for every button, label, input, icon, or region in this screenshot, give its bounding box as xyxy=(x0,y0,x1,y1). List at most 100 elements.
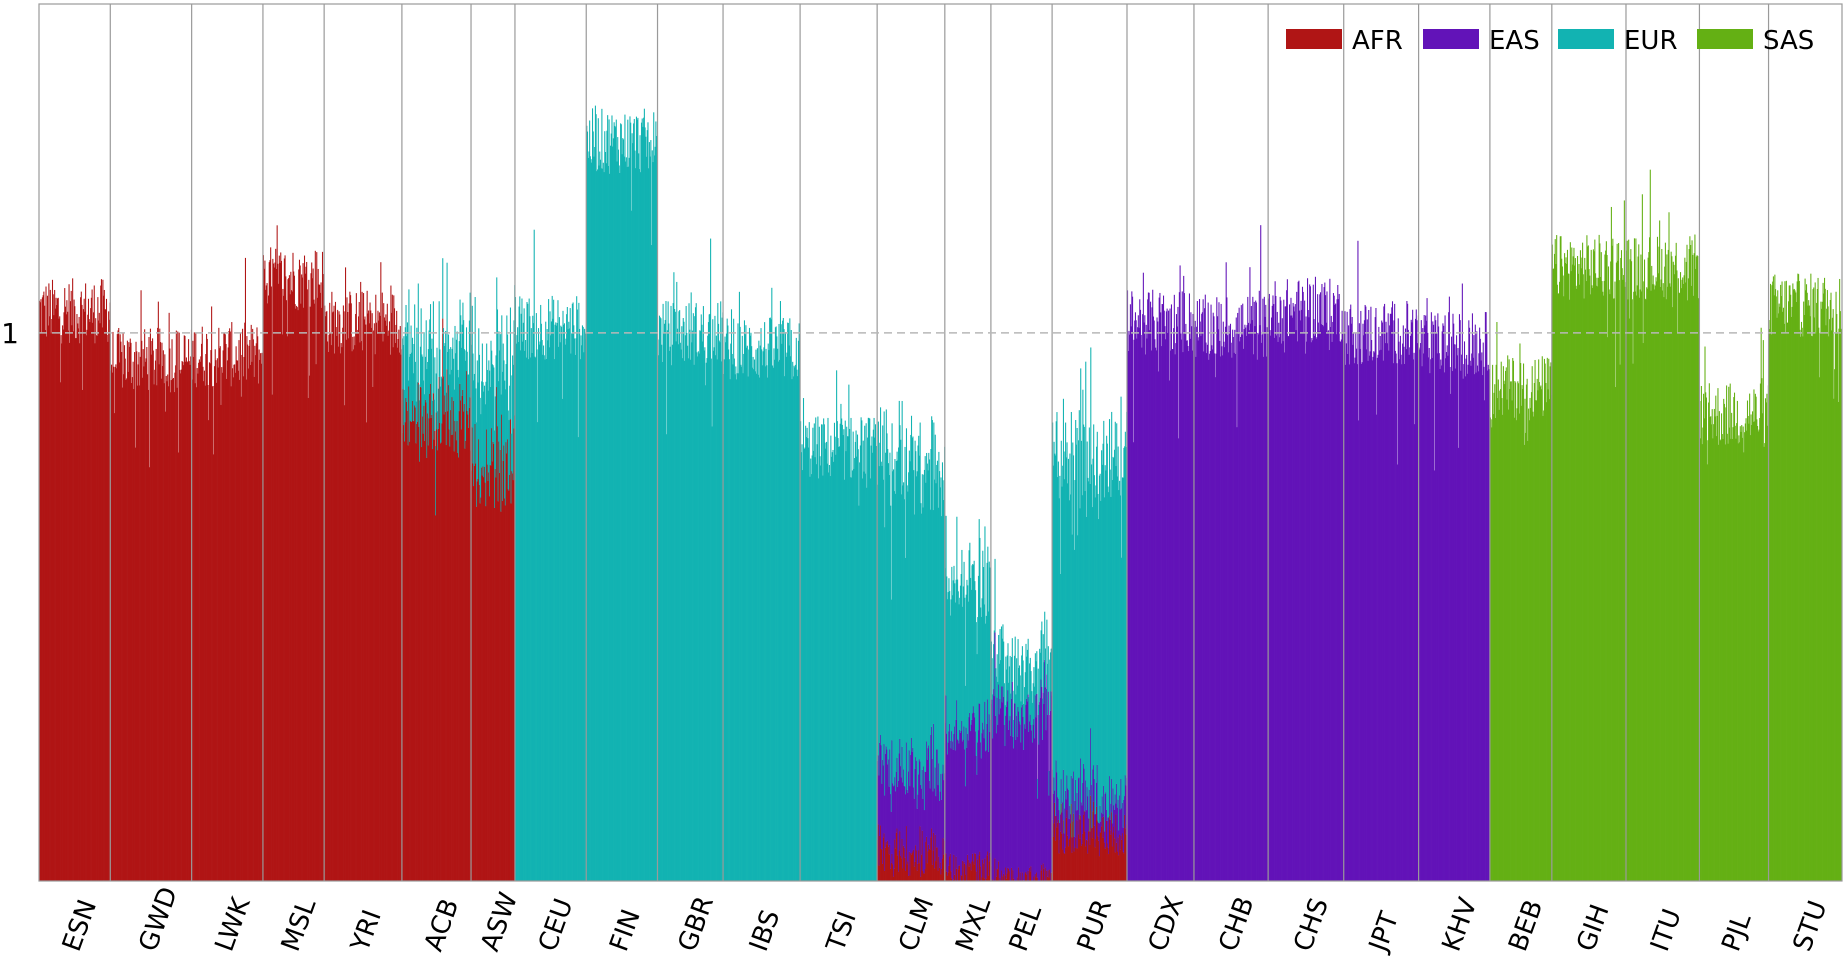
bar-segment-ceu-eur xyxy=(576,296,578,882)
bar-segment-asw-eur xyxy=(497,381,499,502)
bar-segment-pel-eur xyxy=(1001,638,1003,703)
bar-segment-pur-eas xyxy=(1101,812,1103,827)
bar-segment-mxl-afr xyxy=(951,878,953,881)
bar-segment-clm-afr xyxy=(885,841,887,881)
bar-segment-chb-eas xyxy=(1237,312,1239,881)
bar-segment-itu-sas xyxy=(1663,297,1665,881)
bar-segment-pel-eur xyxy=(1030,671,1032,725)
bar-segment-msl-afr xyxy=(280,252,282,881)
bar-segment-khv-eas xyxy=(1459,320,1461,881)
bar-segment-acb-afr xyxy=(443,414,445,881)
bar-segment-ceu-eur xyxy=(568,328,571,881)
bar-segment-pjl-sas xyxy=(1748,423,1750,881)
bar-segment-khv-eas xyxy=(1420,320,1422,882)
bar-segment-acb-eur xyxy=(463,349,465,404)
bar-segment-acb-eur xyxy=(468,320,470,408)
bar-segment-yri-afr xyxy=(380,262,382,881)
bar-segment-pel-eas xyxy=(997,724,999,870)
bar-segment-pjl-sas xyxy=(1751,411,1754,881)
bar-segment-clm-eas xyxy=(885,746,887,842)
bar-segment-asw-afr xyxy=(495,477,497,881)
bar-segment-pur-eur xyxy=(1089,484,1091,832)
bar-segment-pur-eas xyxy=(1120,778,1122,836)
bar-segment-pur-afr xyxy=(1099,831,1101,881)
bar-segment-clm-eas xyxy=(905,742,908,827)
bar-segment-stu-sas xyxy=(1815,333,1817,881)
bar-segment-pur-eas xyxy=(1065,799,1067,818)
bar-segment-beb-sas xyxy=(1500,361,1502,881)
bar-segment-clm-eur xyxy=(910,415,913,738)
bar-segment-mxl-eas xyxy=(959,732,962,881)
bar-segment-lwk-afr xyxy=(213,366,216,881)
bar-segment-esn-afr xyxy=(58,318,60,881)
bar-segment-pur-eas xyxy=(1070,814,1072,824)
bar-segment-gwd-afr xyxy=(157,301,159,881)
bar-segment-chb-eas xyxy=(1202,299,1204,881)
bar-segment-pur-afr xyxy=(1114,852,1116,881)
bar-segment-jpt-eas xyxy=(1361,364,1363,881)
bar-segment-pur-eas xyxy=(1075,779,1077,838)
bar-segment-acb-eur xyxy=(440,386,442,444)
bar-segment-gbr-eur xyxy=(710,358,712,882)
bar-segment-cdx-eas xyxy=(1171,349,1173,882)
bar-segment-ibs-eur xyxy=(743,320,745,882)
bar-segment-fin-eur xyxy=(651,150,653,882)
bar-segment-ibs-eur xyxy=(752,356,754,881)
bar-segment-clm-eas xyxy=(909,786,911,876)
bar-segment-pjl-sas xyxy=(1729,383,1731,881)
bar-segment-asw-afr xyxy=(497,501,499,881)
bar-segment-cdx-eas xyxy=(1183,293,1185,882)
bar-segment-tsi-eur xyxy=(833,422,835,881)
bar-segment-ceu-eur xyxy=(574,338,576,881)
bar-segment-cdx-eas xyxy=(1143,322,1145,881)
bar-segment-pur-eas xyxy=(1105,792,1107,848)
bar-segment-pur-eas xyxy=(1071,837,1073,853)
bar-segment-tsi-eur xyxy=(828,465,830,881)
bar-segment-cdx-eas xyxy=(1156,317,1158,882)
bar-segment-esn-afr xyxy=(57,297,59,881)
bar-segment-gwd-afr xyxy=(164,354,166,882)
bar-segment-lwk-afr xyxy=(213,454,215,881)
bar-segment-stu-sas xyxy=(1783,323,1785,881)
bar-segment-itu-sas xyxy=(1684,257,1686,881)
bar-segment-acb-eur xyxy=(436,347,438,430)
bar-segment-lwk-afr xyxy=(224,332,226,881)
bar-segment-stu-sas xyxy=(1820,301,1822,881)
bar-segment-gwd-afr xyxy=(159,342,162,881)
bar-segment-tsi-eur xyxy=(826,463,828,881)
bar-segment-jpt-eas xyxy=(1379,335,1381,882)
bar-segment-lwk-afr xyxy=(219,348,221,881)
bar-segment-yri-afr xyxy=(333,305,335,882)
bar-segment-tsi-eur xyxy=(865,423,867,881)
bar-segment-acb-afr xyxy=(411,400,414,881)
x-tick-label-asw: ASW xyxy=(475,889,524,956)
bar-segment-ceu-eur xyxy=(553,359,555,881)
bar-segment-asw-afr xyxy=(476,481,478,881)
bar-segment-clm-eas xyxy=(918,759,920,864)
bar-segment-gwd-afr xyxy=(178,332,180,881)
bar-segment-acb-eur xyxy=(450,369,452,435)
bar-segment-chb-eas xyxy=(1231,357,1233,881)
bar-segment-mxl-eas xyxy=(987,699,989,852)
bar-segment-pur-eur xyxy=(1080,368,1082,759)
bar-segment-lwk-afr xyxy=(225,343,227,882)
bar-segment-stu-sas xyxy=(1780,296,1782,881)
bar-segment-chs-eas xyxy=(1280,300,1282,881)
bar-segment-pel-eur xyxy=(1024,687,1026,725)
bar-segment-esn-afr xyxy=(93,312,95,882)
bar-segment-beb-sas xyxy=(1523,363,1525,881)
bar-segment-clm-eas xyxy=(885,753,887,848)
bar-segment-acb-eur xyxy=(445,330,447,412)
bar-segment-esn-afr xyxy=(76,314,78,881)
bar-segment-pur-eur xyxy=(1084,491,1086,812)
bar-segment-pur-afr xyxy=(1103,842,1106,881)
bar-segment-pel-eur xyxy=(1019,675,1021,725)
bar-segment-fin-eur xyxy=(626,166,628,881)
bar-segment-tsi-eur xyxy=(848,384,850,881)
bar-segment-pel-afr xyxy=(995,876,998,881)
bar-segment-esn-afr xyxy=(74,306,76,881)
bar-segment-stu-sas xyxy=(1817,277,1819,881)
bar-segment-cdx-eas xyxy=(1168,380,1170,881)
bar-segment-yri-afr xyxy=(337,346,339,881)
bar-segment-clm-eur xyxy=(939,471,941,801)
